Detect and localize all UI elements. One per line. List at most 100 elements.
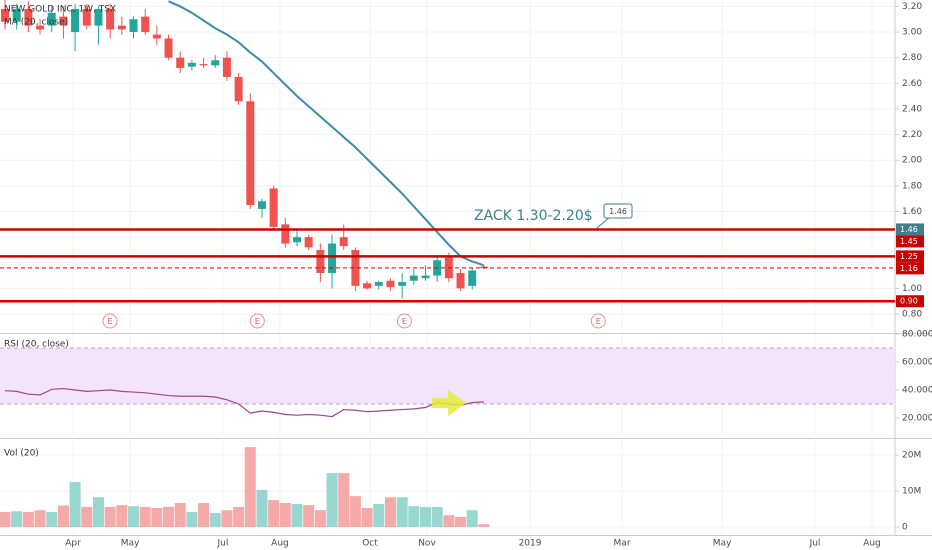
- y-tick-label: 10M: [902, 487, 921, 497]
- pane: [0, 447, 490, 528]
- candle-body: [468, 270, 477, 286]
- y-tick-label: 1.80: [902, 181, 922, 191]
- y-tick-label: 2.40: [902, 104, 922, 114]
- volume-bar: [314, 510, 326, 528]
- price-label: 1.25: [900, 252, 918, 261]
- y-tick-label: 3.20: [902, 2, 922, 12]
- candle-body: [152, 34, 161, 39]
- candle-body: [281, 224, 290, 244]
- volume-bar: [396, 497, 408, 528]
- candle-body: [234, 76, 243, 102]
- volume-bar: [478, 524, 490, 528]
- volume-bar: [34, 510, 46, 528]
- earnings-label: E: [255, 317, 260, 326]
- volume-bar: [163, 506, 175, 528]
- candle-body: [12, 8, 21, 22]
- y-tick-label: 2.60: [902, 79, 922, 89]
- candle-body: [211, 60, 220, 66]
- y-tick-label: 3.00: [902, 28, 922, 38]
- candle-body: [456, 273, 465, 289]
- candle-body: [328, 243, 337, 274]
- volume-bar: [57, 505, 69, 528]
- candle-body: [351, 249, 360, 286]
- earnings-label: E: [596, 317, 601, 326]
- x-tick-label: Jul: [217, 539, 229, 549]
- candle-body: [94, 8, 103, 26]
- candle-body: [187, 62, 196, 67]
- price-label: 1.45: [900, 237, 918, 246]
- price-label-box: [896, 223, 924, 236]
- x-tick-label: Apr: [65, 539, 81, 549]
- x-tick-label: Aug: [863, 539, 881, 549]
- candle-body: [269, 188, 278, 227]
- x-tick-label: Jul: [809, 539, 821, 549]
- volume-bar: [303, 505, 315, 528]
- candle-body: [1, 8, 10, 22]
- y-tick-label: 60.0000: [902, 358, 932, 368]
- candle-body: [129, 19, 138, 33]
- volume-bar: [104, 506, 116, 528]
- volume-bar: [139, 506, 151, 528]
- candle-body: [293, 237, 302, 243]
- earnings-marker: [396, 313, 412, 329]
- candle-body: [257, 201, 266, 209]
- volume-bar: [151, 508, 163, 528]
- x-tick-label: May: [713, 539, 732, 549]
- volume-bar: [373, 504, 385, 528]
- y-tick-label: 0.80: [902, 310, 922, 320]
- candle-body: [176, 57, 185, 68]
- volume-bar: [11, 511, 23, 528]
- price-label: 0.90: [900, 297, 918, 306]
- price-label-box: [896, 262, 924, 275]
- volume-bar: [233, 506, 245, 528]
- pane: [0, 347, 895, 418]
- candle-body: [59, 16, 68, 26]
- volume-bar: [384, 497, 396, 528]
- y-tick-label: 2.20: [902, 130, 922, 140]
- annotation-text: ZACK 1.30-2.20$: [474, 208, 593, 224]
- volume-bar: [22, 511, 34, 528]
- volume-bar: [198, 502, 210, 528]
- y-tick-label: 1.60: [902, 207, 922, 217]
- volume-bar: [431, 506, 443, 528]
- volume-bar: [127, 506, 139, 528]
- candle-body: [304, 237, 313, 248]
- candle-body: [24, 8, 33, 26]
- symbol-title: NEW GOLD INC, 1W, TSX: [4, 5, 116, 15]
- rsi-legend: RSI (20, close): [4, 340, 69, 350]
- price-label: 1.16: [900, 264, 918, 273]
- candle-body: [374, 282, 383, 286]
- candle-body: [71, 8, 80, 33]
- earnings-marker: [249, 313, 265, 329]
- y-tick-label: 20M: [902, 451, 921, 461]
- volume-bar: [455, 517, 467, 528]
- x-tick-label: May: [121, 539, 140, 549]
- y-tick-label: 2.80: [902, 53, 922, 63]
- volume-bar: [326, 473, 338, 528]
- candle-body: [141, 16, 150, 33]
- x-tick-label: Nov: [418, 539, 436, 549]
- volume-bar: [174, 502, 186, 528]
- candle-body: [82, 8, 91, 26]
- candle-body: [164, 38, 173, 58]
- callout-pointer: [596, 216, 611, 229]
- earnings-marker: [102, 313, 118, 329]
- y-tick-label: 1.00: [902, 284, 922, 294]
- volume-bar: [69, 482, 81, 528]
- x-tick-label: 2019: [519, 539, 542, 549]
- volume-bar: [221, 510, 233, 528]
- volume-bar: [268, 500, 280, 528]
- volume-bar: [46, 511, 58, 528]
- volume-bar: [466, 510, 478, 528]
- candle-body: [339, 237, 348, 247]
- earnings-label: E: [107, 317, 112, 326]
- price-label: 1.46: [900, 225, 918, 234]
- volume-bar: [209, 513, 221, 528]
- arrow-drawing: [432, 390, 466, 416]
- y-tick-label: 0: [902, 523, 908, 533]
- candle-body: [117, 25, 126, 30]
- overlay: 1.46 ZACK 1.30-2.20$ NEW GOLD INC, 1W, T…: [4, 5, 633, 459]
- volume-bar: [338, 473, 350, 528]
